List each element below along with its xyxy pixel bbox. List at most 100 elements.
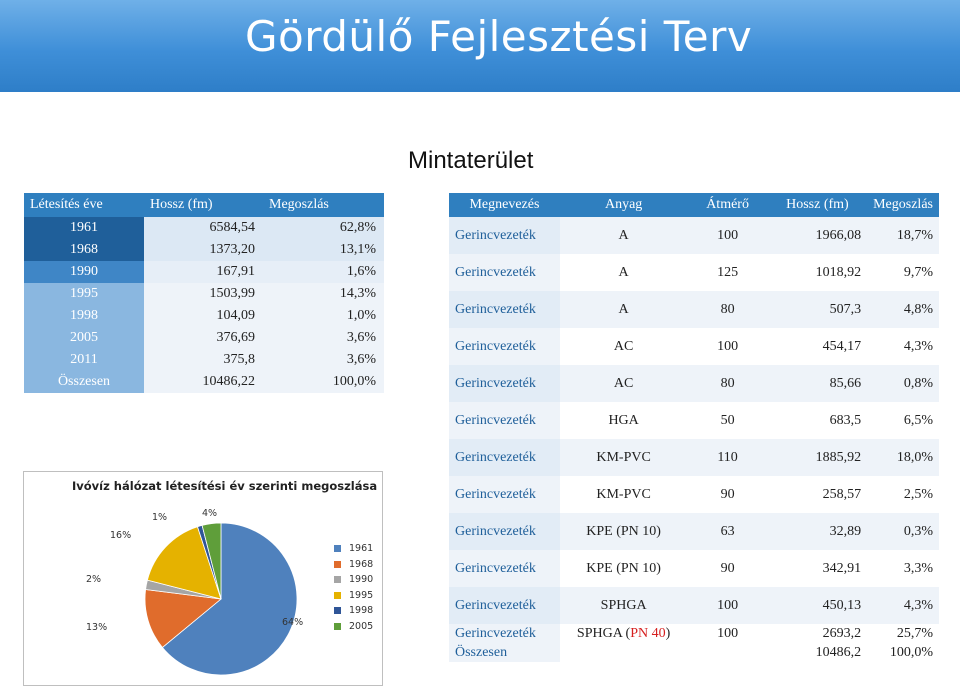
name-cell: Gerincvezeték [449, 328, 560, 365]
length-cell: 1966,08 [767, 217, 868, 254]
col-header-length: Hossz (fm) [767, 193, 868, 217]
length-cell: 85,66 [767, 365, 868, 402]
diameter-cell: 100 [687, 624, 768, 644]
name-cell: Gerincvezeték [449, 439, 560, 476]
year-cell: 1990 [24, 261, 144, 283]
material-cell: KM-PVC [559, 439, 688, 476]
pie-slice-2005 [201, 522, 222, 600]
material-cell: KPE (PN 10) [559, 550, 688, 587]
legend-swatch [334, 545, 341, 553]
year-cell: 1968 [24, 239, 144, 261]
length-cell: 450,13 [767, 587, 868, 624]
length-cell: 1503,99 [144, 283, 263, 305]
name-cell: Gerincvezeték [449, 291, 560, 328]
name-cell: Gerincvezeték [449, 402, 560, 439]
name-cell: Gerincvezeték [449, 254, 560, 291]
table-row: Gerincvezeték KPE (PN 10) 90 342,91 3,3% [449, 550, 939, 587]
legend-item-2005: 2005 [334, 619, 373, 635]
length-cell: 376,69 [144, 327, 263, 349]
legend-label: 1961 [349, 543, 374, 555]
legend-item-1961: 1961 [334, 541, 373, 557]
diameter-cell: 80 [687, 291, 768, 328]
chart-title: Ivóvíz hálózat létesítési év szerinti me… [72, 479, 378, 493]
col-header-length: Hossz (fm) [144, 193, 263, 217]
length-cell: 507,3 [767, 291, 868, 328]
diameter-cell: 63 [687, 513, 768, 550]
share-cell: 18,7% [867, 217, 939, 254]
col-header-year: Létesítés éve [24, 193, 144, 217]
length-cell: 1373,20 [144, 239, 263, 261]
year-cell: 1998 [24, 305, 144, 327]
banner-title: Gördülő Fejlesztési Terv [245, 12, 753, 61]
col-header-name: Megnevezés [449, 193, 560, 217]
pie-label-1990: 2% [86, 574, 102, 585]
material-cell: SPHGA [559, 587, 688, 624]
page-subtitle: Mintaterület [408, 147, 534, 174]
legend-label: 1968 [349, 558, 374, 570]
length-cell: 1018,92 [767, 254, 868, 291]
share-cell: 0,8% [867, 365, 939, 402]
name-cell: Gerincvezeték [449, 513, 560, 550]
col-header-diameter: Átmérő [687, 193, 768, 217]
length-cell: 167,91 [144, 261, 263, 283]
total-length-cell: 10486,22 [144, 371, 263, 393]
diameter-cell: 100 [687, 217, 768, 254]
legend-swatch [334, 607, 341, 615]
empty-cell [559, 644, 688, 662]
share-cell: 14,3% [263, 283, 384, 305]
length-cell: 258,57 [767, 476, 868, 513]
table-row: Gerincvezeték HGA 50 683,5 6,5% [449, 402, 939, 439]
material-cell: A [559, 291, 688, 328]
diameter-cell: 100 [687, 328, 768, 365]
table-row: Gerincvezeték AC 100 454,17 4,3% [449, 328, 939, 365]
table-row: Gerincvezeték A 80 507,3 4,8% [449, 291, 939, 328]
year-cell: 1995 [24, 283, 144, 305]
share-cell: 25,7% [867, 624, 939, 644]
name-cell: Gerincvezeték [449, 217, 560, 254]
table-row: Gerincvezeték SPHGA 100 450,13 4,3% [449, 587, 939, 624]
share-cell: 62,8% [263, 217, 384, 239]
empty-cell [687, 644, 768, 662]
diameter-cell: 90 [687, 550, 768, 587]
length-cell: 1885,92 [767, 439, 868, 476]
material-cell: AC [559, 328, 688, 365]
legend-label: 1995 [349, 589, 374, 601]
table-row: 1961 6584,54 62,8% [24, 217, 384, 239]
share-cell: 2,5% [867, 476, 939, 513]
pie-slice-1968 [144, 589, 222, 649]
share-cell: 4,3% [867, 587, 939, 624]
material-suffix: ) [665, 626, 671, 641]
title-banner: Gördülő Fejlesztési Terv [0, 0, 960, 92]
material-cell: A [559, 254, 688, 291]
length-cell: 6584,54 [144, 217, 263, 239]
length-cell: 454,17 [767, 328, 868, 365]
legend-label: 2005 [349, 620, 374, 632]
total-share-cell: 100,0% [263, 371, 384, 393]
table-row: 1998 104,09 1,0% [24, 305, 384, 327]
share-cell: 13,1% [263, 239, 384, 261]
material-cell: AC [559, 365, 688, 402]
table-row: Gerincvezeték A 100 1966,08 18,7% [449, 217, 939, 254]
legend-item-1998: 1998 [334, 603, 373, 619]
total-label-cell: Összesen [24, 371, 144, 393]
pie-chart [144, 522, 298, 676]
table-row: 1968 1373,20 13,1% [24, 239, 384, 261]
pie-label-1968: 13% [86, 622, 108, 633]
total-share-cell: 100,0% [867, 644, 939, 662]
col-header-material: Anyag [559, 193, 688, 217]
total-length-cell: 10486,2 [767, 644, 868, 662]
share-cell: 4,8% [867, 291, 939, 328]
name-cell: Gerincvezeték [449, 624, 560, 644]
share-cell: 4,3% [867, 328, 939, 365]
year-cell: 2005 [24, 327, 144, 349]
name-cell: Gerincvezeték [449, 550, 560, 587]
table-row: Gerincvezeték A 125 1018,92 9,7% [449, 254, 939, 291]
table-row: 2011 375,8 3,6% [24, 349, 384, 371]
total-row: Összesen 10486,2 100,0% [449, 644, 939, 662]
pie-label-1998: 1% [152, 512, 168, 523]
legend-label: 1990 [349, 574, 374, 586]
legend-swatch [334, 560, 341, 568]
table-row: Gerincvezeték AC 80 85,66 0,8% [449, 365, 939, 402]
total-label-cell: Összesen [449, 644, 560, 662]
material-prefix: SPHGA ( [576, 626, 631, 641]
